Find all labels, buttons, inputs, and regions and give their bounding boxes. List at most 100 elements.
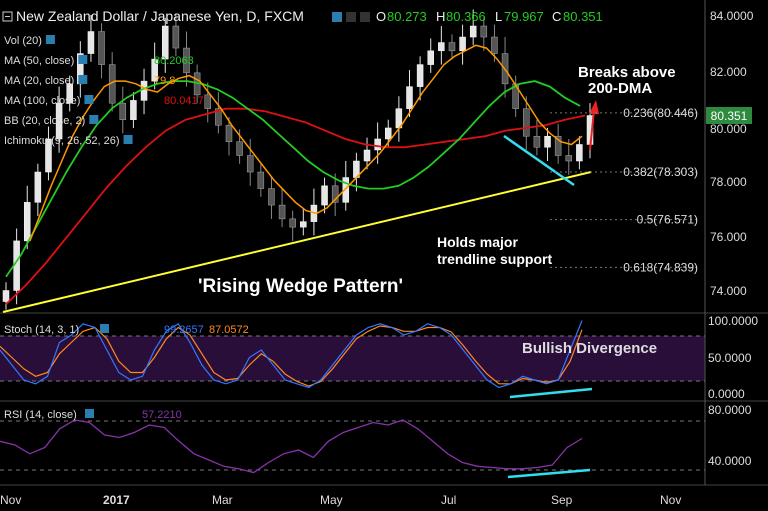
rsi-line [0,419,583,474]
indicator-lines [0,44,586,474]
stoch-tick: 50.0000 [708,351,752,365]
candle [215,108,222,126]
breakout-arrow [589,109,595,151]
arrow-head-icon [589,100,599,114]
stoch-divergence-line [509,387,593,399]
candle [385,127,392,140]
ma20-line [29,44,583,242]
candle [236,141,243,156]
falling-wedge-line [503,134,575,187]
indicator-value: 80.2063 [154,55,194,67]
last-price-marker [706,107,752,124]
indicator-label: BB (20, close, 2) [4,115,85,127]
candle [162,25,169,60]
x-axis-label: 2017 [103,493,130,507]
settings-icon[interactable] [123,135,133,144]
candle [469,25,477,38]
candle [257,171,265,189]
candle [225,124,233,142]
ohlc-open-key: O [376,9,386,24]
candle [289,218,296,228]
candle [342,177,350,203]
candle [523,108,530,137]
candle [438,42,445,52]
rsi-tick: 40.0000 [708,454,752,468]
annotation-holds: Holds major [437,234,518,250]
candle [406,86,413,109]
settings-icon[interactable] [85,409,94,418]
candle [565,155,573,162]
indicator-value: 79.8 [154,75,175,87]
x-axis-label: Mar [212,493,233,507]
candle [278,204,286,220]
indicator-label: Vol (20) [4,35,42,47]
stoch-k-value: 99.2657 [164,324,204,336]
settings-icon[interactable] [45,35,55,44]
ma50-line [5,80,581,278]
rsi-divergence-line [507,468,591,479]
stoch-tick: 100.0000 [708,314,758,328]
indicator-label: MA (20, close) [4,75,74,87]
x-axis-label: Sep [551,493,573,507]
candle [480,25,488,38]
settings-icon[interactable] [78,55,88,64]
eye-icon[interactable] [346,12,356,22]
settings-icon[interactable] [84,95,94,104]
collapse-icon[interactable] [2,11,13,22]
close-icon[interactable] [360,12,370,22]
candle [331,185,339,203]
indicator-label: Ichimoku (9, 26, 52, 26) [4,135,120,147]
rsi-tick: 80.0000 [708,403,752,417]
ohlc-open: 80.273 [387,9,427,24]
annotation-divergence: Bullish Divergence [522,340,657,357]
fibonacci-levels: 0.236(80.446) 0.382(78.303) 0.5(76.571) 0.6… [550,106,700,274]
candle [246,155,254,173]
candle [363,149,371,162]
candle [512,83,519,109]
stoch-label: Stoch (14, 3, 1) [4,324,79,336]
candle [183,47,190,74]
candle [130,100,137,120]
rsi-label: RSI (14, close) [4,409,77,421]
indicator-label: MA (100, close) [4,95,80,107]
fib-level-label: 0.382(78.303) [623,165,698,179]
ohlc-high-key: H [436,9,445,24]
candle [140,80,148,101]
indicator-legend: Vol (20) MA (50, close) 80.2063 MA (20, clo… [4,35,204,147]
header-controls[interactable] [332,12,370,22]
stoch-d-line [0,325,583,387]
candle [23,202,31,242]
price-tick: 74.000 [710,284,747,298]
x-axis-label: May [320,493,343,507]
stoch-d-value: 87.0572 [209,324,249,336]
price-tick: 82.000 [710,65,747,79]
ohlc-low: 79.967 [504,9,544,24]
settings-icon[interactable] [89,115,99,124]
candle [172,25,180,49]
candle [459,36,466,52]
candle [34,171,42,203]
candle [554,135,562,156]
indicator-label: MA (50, close) [4,55,74,67]
annotation-holds: trendline support [437,251,552,267]
settings-icon[interactable] [78,75,88,84]
fib-level-label: 0.236(80.446) [623,106,698,120]
candle [66,83,73,104]
price-pane[interactable] [0,0,705,313]
annotation-breaks: 200-DMA [588,80,652,97]
annotation-breaks: Breaks above [578,64,676,81]
chart-title: New Zealand Dollar / Japanese Yen, D, FX… [16,8,304,24]
candle [544,135,551,148]
ohlc-low-key: L [495,9,502,24]
candle [533,135,541,148]
candle [416,64,424,87]
settings-icon[interactable] [100,324,109,333]
candle [491,36,498,54]
candle [321,185,328,206]
settings-icon[interactable] [332,12,342,22]
rsi-value: 57.2210 [142,409,182,421]
candle [98,31,105,65]
candle [300,221,307,228]
ohlc-close: 80.351 [563,9,603,24]
